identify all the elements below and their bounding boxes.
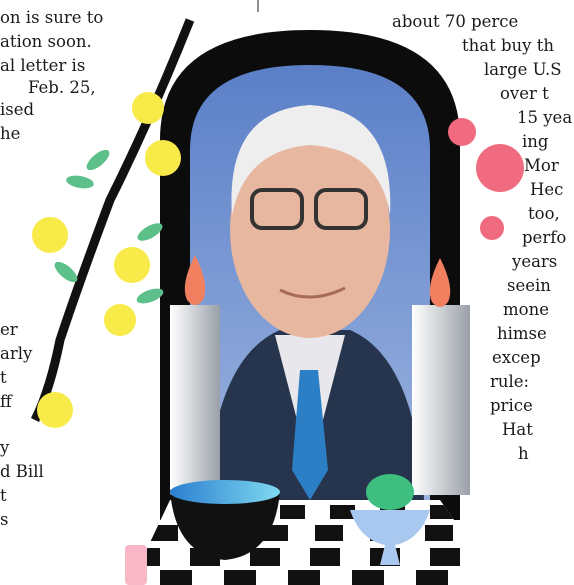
text-line: t [0,368,7,387]
text-line: seein [507,276,551,295]
face [230,122,390,338]
text-line: ff [0,392,12,411]
flame-right [429,258,451,307]
text-line: that buy th [462,36,554,55]
bowl [170,490,280,560]
text-line: er [0,320,18,339]
text-line: y [0,438,10,457]
text-line: on is sure to [0,8,104,27]
text-line: ing [522,132,549,151]
text-line: h [518,444,529,463]
candle-right [412,305,470,495]
flame-left [184,255,206,305]
text-line: he [0,124,21,143]
text-line: about 70 perce [392,12,519,31]
glasses-right [314,188,368,230]
flowers [448,118,524,240]
vase [125,545,147,585]
text-line: years [512,252,558,271]
text-line: excep [492,348,541,367]
text-line: price [490,396,533,415]
hair [231,105,391,215]
text-line: rule: [490,372,530,391]
text-line: over t [500,84,549,103]
candle-left [170,305,220,495]
glasses-left [250,188,304,230]
mouth [279,286,346,299]
text-line: perfo [522,228,567,247]
egg [366,474,414,510]
text-line: too, [528,204,560,223]
bowl-water [170,480,280,504]
text-line: Mor [524,156,559,175]
fruits [32,92,181,428]
text-line: ised [0,100,35,119]
text-line: large U.S [484,60,562,79]
text-line: Feb. 25, [28,78,96,97]
goblet [350,510,430,565]
text-line: himse [497,324,547,343]
text-line: al letter is [0,56,86,75]
text-line: Hat [502,420,533,439]
text-line: 15 yea [517,108,573,127]
text-line: mone [503,300,549,319]
text-line: ation soon. [0,32,92,51]
text-line: t [0,486,7,505]
text-line: s [0,510,9,529]
leaves [54,149,164,304]
text-line: arly [0,344,33,363]
text-line: d Bill [0,462,44,481]
tie [292,370,328,500]
text-line: Hec [530,180,564,199]
